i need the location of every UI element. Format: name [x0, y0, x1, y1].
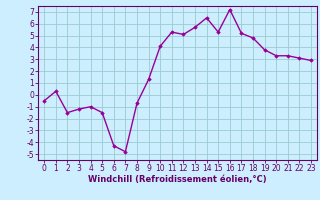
X-axis label: Windchill (Refroidissement éolien,°C): Windchill (Refroidissement éolien,°C)	[88, 175, 267, 184]
